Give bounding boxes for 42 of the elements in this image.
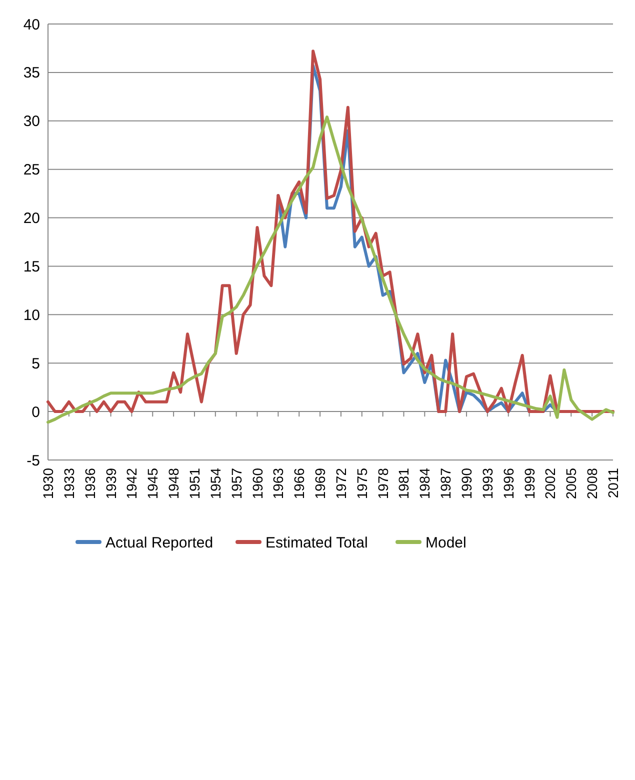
x-tick-label: 1951 [186,468,202,500]
x-tick-label: 1990 [458,468,475,500]
y-tick-label: 40 [23,16,40,34]
x-tick-label: 1948 [166,468,182,500]
x-tick-label: 1978 [374,468,391,500]
x-tick-label: 1993 [479,468,496,500]
x-tick-label: 1939 [102,468,119,500]
y-tick-label: 20 [23,210,40,228]
x-tick-label: 2005 [563,468,580,500]
legend-label: Model [426,534,466,552]
x-tick-label: 1999 [521,468,538,500]
x-tick-label: 1981 [396,468,412,500]
y-tick-label: 30 [23,113,40,130]
x-tick-label: 1942 [124,468,140,500]
y-tick-label: 25 [23,162,40,179]
y-tick-label: 5 [32,355,40,372]
x-tick-label: 1933 [60,468,77,500]
y-tick-label: 0 [32,404,40,421]
legend-label: Actual Reported [106,534,214,552]
x-tick-label: 1969 [312,468,328,500]
x-tick-label: 1972 [332,468,349,500]
x-tick-label: 1987 [438,468,454,500]
x-tick-label: 1954 [207,468,224,500]
y-tick-label: 35 [23,64,40,82]
x-tick-label: 1996 [500,468,516,500]
x-tick-label: 1930 [40,468,56,500]
y-tick-label: 10 [23,306,40,324]
x-tick-label: 1975 [354,468,370,500]
x-tick-label: 1984 [416,468,433,500]
x-tick-label: 2002 [542,468,558,500]
x-tick-label: 1966 [291,468,308,500]
x-tick-label: 1936 [82,468,98,500]
x-tick-label: 1945 [144,468,161,500]
x-tick-label: 2011 [605,468,621,498]
x-tick-label: 1960 [249,468,266,500]
y-tick-label: 15 [23,258,40,276]
line-series [46,116,614,424]
x-tick-label: 2008 [584,468,600,500]
x-tick-label: 1963 [270,468,286,500]
y-tick-label: -5 [26,452,40,470]
x-tick-label: 1957 [228,468,244,500]
legend-label: Estimated Total [266,534,368,552]
